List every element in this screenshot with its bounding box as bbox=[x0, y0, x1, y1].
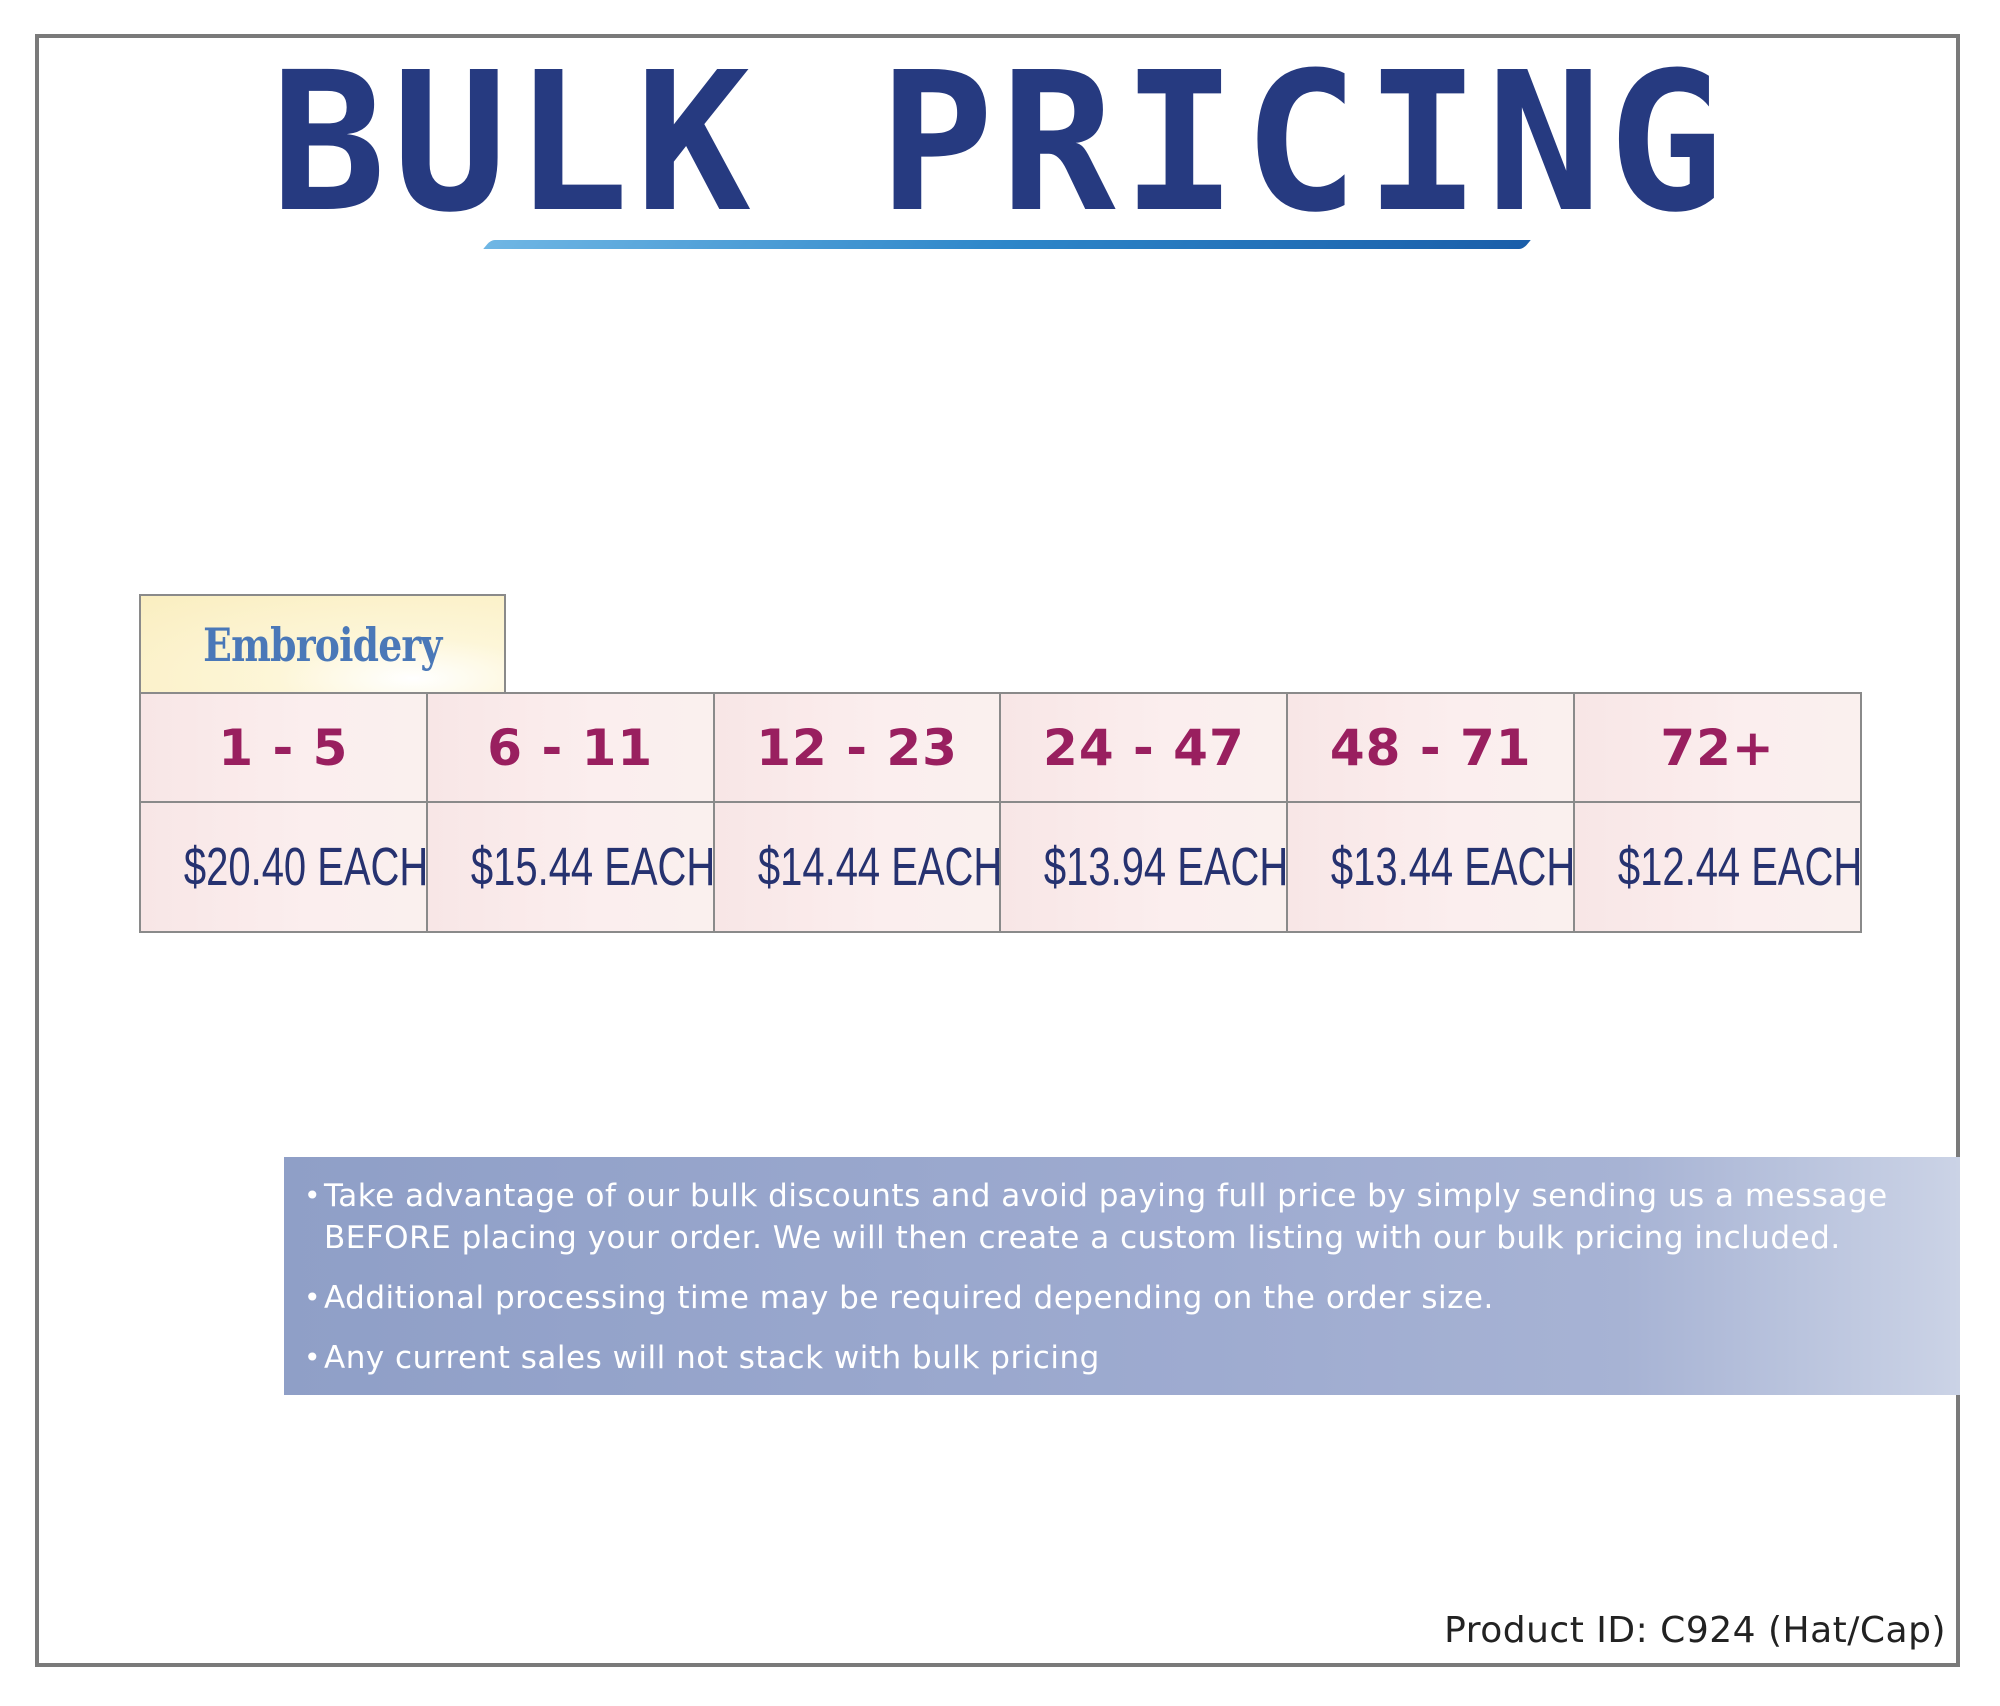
note-text: Additional processing time may be requir… bbox=[324, 1280, 1494, 1316]
note-item: • Take advantage of our bulk discounts a… bbox=[284, 1175, 1960, 1259]
title-underline bbox=[483, 240, 1531, 249]
quantity-cell: 6 - 11 bbox=[425, 692, 715, 803]
price-label: $20.40 EACH bbox=[183, 837, 429, 897]
price-cell: $12.44 EACH bbox=[1573, 801, 1863, 933]
price-cell: $15.44 EACH bbox=[425, 801, 716, 933]
bullet-icon: • bbox=[304, 1281, 322, 1314]
embroidery-tab-label: Embroidery bbox=[203, 617, 442, 672]
price-cell: $13.44 EACH bbox=[1286, 801, 1576, 933]
quantity-cell: 1 - 5 bbox=[139, 692, 428, 803]
price-cell: $13.94 EACH bbox=[999, 801, 1289, 933]
quantity-label: 48 - 71 bbox=[1329, 718, 1532, 777]
quantity-cell: 12 - 23 bbox=[712, 692, 1002, 803]
quantity-cell: 24 - 47 bbox=[999, 692, 1289, 803]
quantity-label: 1 - 5 bbox=[218, 718, 349, 777]
bullet-icon: • bbox=[304, 1341, 322, 1374]
quantity-cell: 48 - 71 bbox=[1286, 692, 1576, 803]
note-text: Any current sales will not stack with bu… bbox=[324, 1340, 1100, 1376]
note-item: • Any current sales will not stack with … bbox=[284, 1337, 1960, 1379]
embroidery-tab: Embroidery bbox=[139, 594, 506, 693]
note-text: Take advantage of our bulk discounts and… bbox=[324, 1178, 1888, 1256]
price-label: $15.44 EACH bbox=[470, 837, 716, 897]
price-label: $13.44 EACH bbox=[1331, 837, 1576, 897]
product-id: Product ID: C924 (Hat/Cap) bbox=[1444, 1610, 1946, 1651]
quantity-label: 24 - 47 bbox=[1043, 718, 1245, 777]
pricing-table: 1 - 5 6 - 11 12 - 23 24 - 47 48 - 71 72+… bbox=[139, 692, 1862, 933]
price-label: $14.44 EACH bbox=[757, 837, 1002, 897]
price-cell: $14.44 EACH bbox=[712, 801, 1002, 933]
page-border bbox=[35, 34, 1960, 1667]
price-label: $12.44 EACH bbox=[1618, 837, 1863, 897]
quantity-row: 1 - 5 6 - 11 12 - 23 24 - 47 48 - 71 72+ bbox=[139, 692, 1862, 803]
price-label: $13.94 EACH bbox=[1044, 837, 1289, 897]
page-title: BULK PRICING bbox=[270, 32, 1730, 255]
price-row: $20.40 EACH $15.44 EACH $14.44 EACH $13.… bbox=[139, 801, 1863, 933]
note-item: • Additional processing time may be requ… bbox=[284, 1277, 1960, 1319]
price-cell: $20.40 EACH bbox=[139, 801, 429, 933]
quantity-label: 72+ bbox=[1660, 718, 1775, 777]
quantity-label: 6 - 11 bbox=[487, 718, 654, 777]
notes-panel: • Take advantage of our bulk discounts a… bbox=[284, 1157, 1960, 1395]
quantity-cell: 72+ bbox=[1573, 692, 1862, 803]
quantity-label: 12 - 23 bbox=[756, 718, 958, 777]
bullet-icon: • bbox=[304, 1179, 322, 1212]
